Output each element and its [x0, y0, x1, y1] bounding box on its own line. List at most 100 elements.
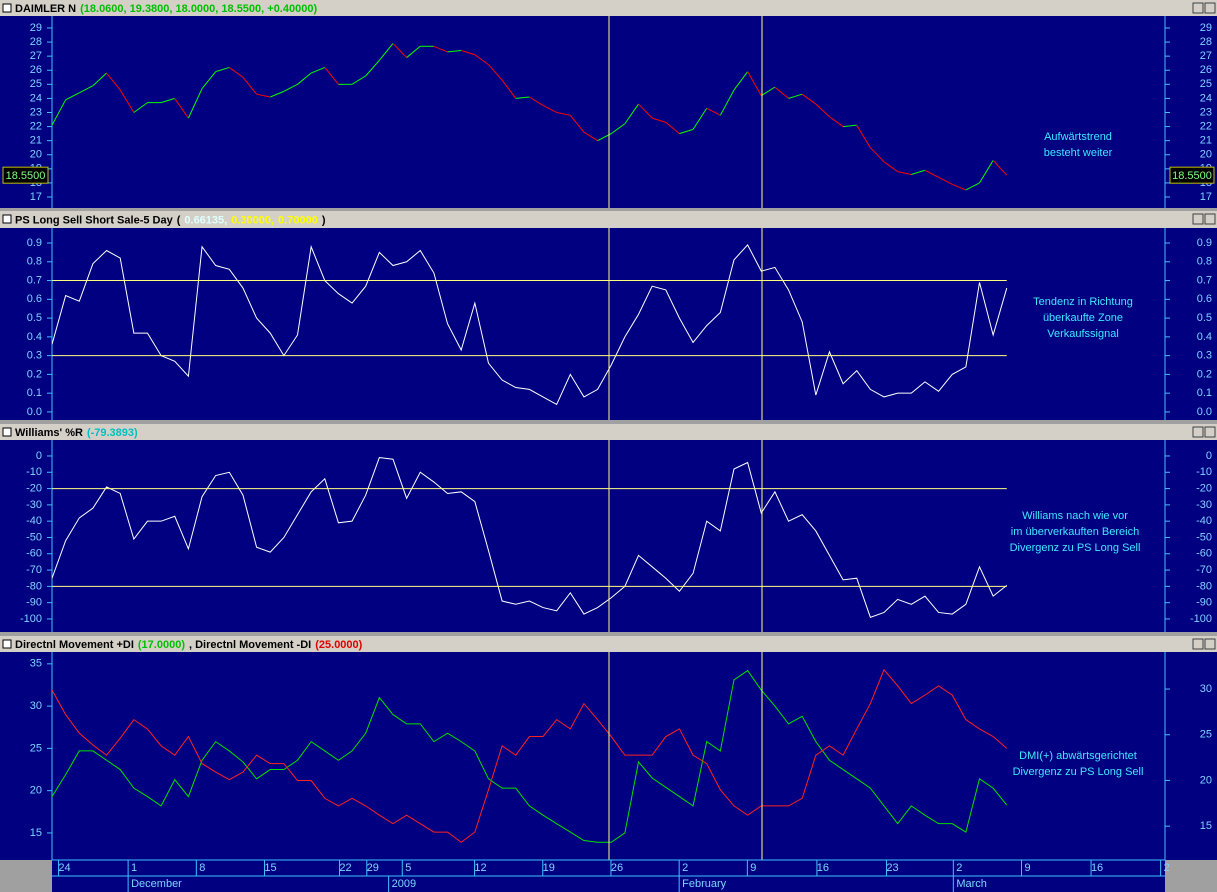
y-tick-label: -90 [1196, 597, 1212, 609]
panel-header [0, 0, 1217, 16]
price-segment [965, 182, 980, 191]
y-tick-label: -40 [1196, 515, 1212, 527]
x-tick-label: 26 [611, 862, 623, 874]
month-label: February [682, 878, 727, 890]
y-tick-label: 0 [1206, 450, 1212, 462]
y-tick-label: 25 [30, 742, 42, 754]
price-segment [761, 86, 776, 97]
y-tick-label: 25 [1200, 78, 1212, 90]
y-tick-label: 0.1 [1197, 387, 1212, 399]
panel-title: Williams' %R (-79.3893) [15, 427, 138, 439]
y2-tick-label: 30 [1200, 683, 1212, 695]
panel-title-part: 0.30000, [231, 214, 274, 226]
y-tick-label: -80 [26, 580, 42, 592]
minimize-button[interactable] [1192, 638, 1204, 650]
price-segment [829, 116, 844, 127]
y-tick-label: 35 [30, 658, 42, 670]
panel-title: PS Long Sell Short Sale-5 Day(0.66135, 0.… [15, 214, 326, 226]
panel-title-part: Williams' %R [15, 427, 83, 439]
price-segment [174, 98, 189, 119]
plot-area [52, 457, 1008, 618]
annotation: überkaufte Zone [1043, 312, 1123, 324]
price-segment [665, 121, 680, 135]
y-tick-label: 23 [30, 106, 42, 118]
price-segment [815, 103, 830, 118]
minimize-button[interactable] [1192, 213, 1204, 225]
month-label: March [956, 878, 987, 890]
price-segment [938, 176, 953, 185]
x-tick-label: 2 [956, 862, 962, 874]
price-label-box [2, 166, 49, 184]
x-tick-label: 2 [1164, 862, 1170, 874]
minimize-button[interactable] [1192, 426, 1204, 438]
plot-area [52, 43, 1008, 191]
price-segment [351, 75, 366, 85]
price-segment [924, 169, 939, 178]
y-tick-label: 0.8 [1197, 256, 1212, 268]
price-segment [692, 107, 708, 130]
price-segment [447, 50, 462, 53]
close-button[interactable] [1204, 638, 1216, 650]
price-segment [474, 54, 489, 66]
y-tick-label: 17 [1200, 191, 1212, 203]
price-segment [801, 93, 817, 105]
price-label: 18.5500 [6, 170, 46, 182]
y-tick-label: 26 [30, 64, 42, 76]
y-tick-label: 29 [30, 22, 42, 34]
price-segment [310, 66, 325, 74]
x-tick-label: 1 [131, 862, 137, 874]
y-tick-label: 0.0 [27, 406, 42, 418]
y-tick-label: 0.7 [1197, 274, 1212, 286]
y-tick-label: 0.5 [27, 312, 42, 324]
panel-title-part: (17.0000) [138, 639, 185, 651]
panel-header [0, 424, 1217, 440]
panel-title-part: (18.0600, 19.3800, 18.0000, 18.5500, +0.… [80, 3, 317, 15]
x-tick-label: 16 [817, 862, 829, 874]
y-tick-label: 0.6 [1197, 293, 1212, 305]
price-segment [515, 96, 530, 99]
close-button[interactable] [1204, 213, 1216, 225]
price-segment [774, 86, 789, 99]
plot-area [52, 244, 1008, 406]
panel-menu-icon [2, 639, 12, 649]
panel-title-part: ) [322, 214, 326, 226]
price-segment [406, 45, 421, 58]
price-segment [706, 107, 721, 116]
annotation: Divergenz zu PS Long Sell [1010, 542, 1141, 554]
minimize-button[interactable] [1192, 2, 1204, 14]
price-segment [324, 67, 339, 85]
price-segment [679, 128, 694, 135]
price-segment [979, 160, 994, 184]
price-segment [624, 103, 639, 125]
close-button[interactable] [1204, 426, 1216, 438]
price-segment [215, 66, 230, 73]
price-segment [883, 161, 898, 173]
x-tick-label: 9 [750, 862, 756, 874]
y-tick-label: -80 [1196, 580, 1212, 592]
price-segment [843, 124, 857, 128]
y-tick-label: 0.9 [1197, 237, 1212, 249]
x-tick-label: 16 [1091, 862, 1103, 874]
x-tick-label: 9 [1024, 862, 1030, 874]
price-segment [201, 71, 217, 89]
y-tick-label: 0.5 [1197, 312, 1212, 324]
annotation: Williams nach wie vor [1022, 510, 1128, 522]
y-tick-label: 17 [30, 191, 42, 203]
price-segment [133, 102, 148, 113]
panel-title: Directnl Movement +DI (17.0000) , Directnl… [15, 639, 363, 651]
y-tick-label: 24 [1200, 92, 1212, 104]
price-segment [856, 124, 871, 148]
x-tick-label: 2 [682, 862, 688, 874]
price-segment [501, 79, 517, 99]
y-tick-label: -50 [1196, 531, 1212, 543]
close-button[interactable] [1204, 2, 1216, 14]
y-tick-label: -70 [1196, 564, 1212, 576]
price-segment [392, 43, 407, 58]
y-tick-label: 0.2 [27, 368, 42, 380]
y-tick-label: -30 [26, 499, 42, 511]
y-tick-label: -40 [26, 515, 42, 527]
indicator-line [52, 669, 1008, 843]
y-tick-label: -20 [1196, 482, 1212, 494]
panel-title-part: 0.70000 [278, 214, 318, 226]
